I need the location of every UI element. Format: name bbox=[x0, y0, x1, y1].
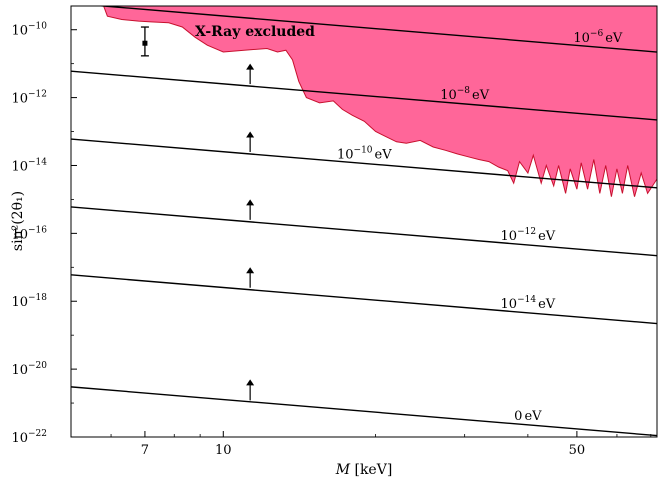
x-axis-title: M [keV] bbox=[335, 462, 393, 478]
data-point bbox=[142, 40, 148, 46]
excluded-region-label: X-Ray excluded bbox=[195, 24, 315, 40]
mass-line bbox=[71, 70, 657, 121]
y-tick-label: 10−12 bbox=[11, 90, 47, 107]
y-tick-label: 10−22 bbox=[11, 429, 47, 446]
mass-line-label: 0 eV bbox=[514, 409, 542, 424]
mass-line bbox=[71, 274, 657, 325]
x-tick-label: 7 bbox=[141, 443, 149, 458]
y-ticks: 10−22 10−20 10−18 10−16 10−14 10−12 10−10 bbox=[11, 22, 77, 446]
y-tick-label: 10−14 bbox=[11, 157, 47, 174]
mass-line-label: 10−10 eV bbox=[337, 145, 392, 162]
mass-line-label: 10−6 eV bbox=[573, 29, 623, 46]
excluded-region-layer bbox=[103, 6, 657, 197]
plot-frame bbox=[70, 5, 658, 438]
arrow-head bbox=[246, 379, 255, 386]
mass-line-label: 10−8 eV bbox=[440, 86, 490, 103]
y-tick-label: 10−18 bbox=[11, 293, 47, 310]
mass-line bbox=[71, 386, 657, 437]
arrow-head bbox=[246, 63, 255, 70]
x-tick-label: 50 bbox=[569, 443, 586, 458]
arrow-head bbox=[246, 131, 255, 138]
y-tick-label: 10−16 bbox=[11, 225, 47, 242]
mass-line-label: 10−12 eV bbox=[501, 227, 556, 244]
labels-layer: 10−6 eV 10−8 eV 10−10 eV 10−12 eV 10−14 eV 0 eV X-Ra… bbox=[195, 24, 623, 424]
y-tick-label: 10−10 bbox=[11, 22, 47, 39]
mass-line bbox=[71, 206, 657, 257]
y-axis-title: sin²(2θ₁) bbox=[10, 191, 26, 251]
y-tick-label: 10−20 bbox=[11, 361, 47, 378]
mass-line bbox=[71, 138, 657, 189]
mass-line bbox=[94, 6, 657, 53]
excluded-region bbox=[103, 6, 657, 197]
arrow-head bbox=[246, 199, 255, 206]
mass-line-label: 10−14 eV bbox=[501, 295, 556, 312]
x-ticks: 7 10 50 bbox=[110, 431, 652, 458]
mass-lines-layer bbox=[71, 6, 657, 437]
x-tick-label: 10 bbox=[215, 443, 232, 458]
data-point-layer bbox=[140, 26, 149, 57]
arrows-layer bbox=[246, 63, 255, 401]
arrow-head bbox=[246, 267, 255, 274]
